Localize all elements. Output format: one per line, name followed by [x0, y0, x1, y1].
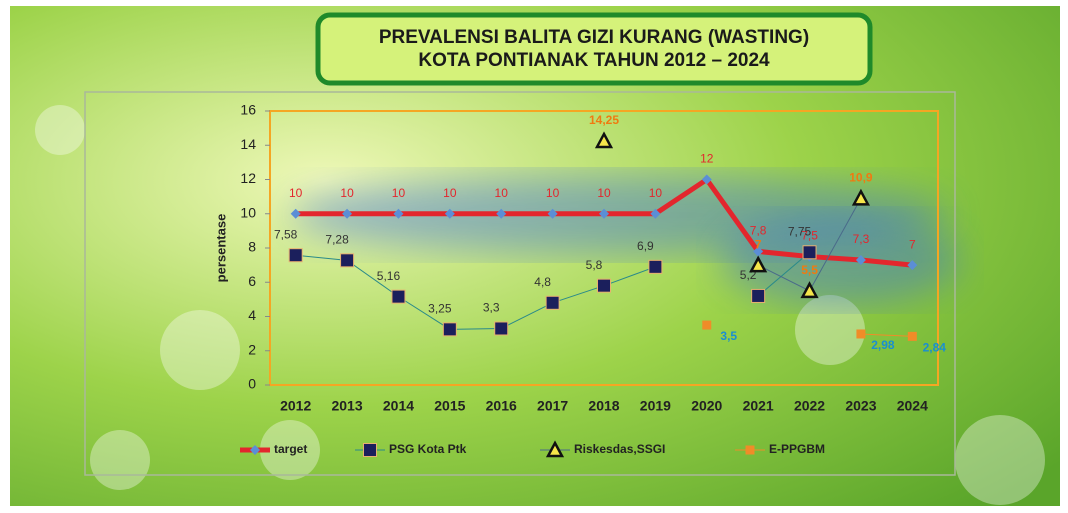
x-tick-label: 2024 [897, 398, 928, 414]
data-label: 7 [909, 237, 916, 251]
legend-label: Riskesdas,SSGI [574, 442, 665, 456]
point [803, 246, 816, 259]
x-tick-label: 2018 [588, 398, 619, 414]
data-label: 3,5 [720, 329, 737, 343]
point [289, 249, 302, 262]
y-tick-label: 12 [240, 170, 256, 186]
legend-label: PSG Kota Ptk [389, 442, 467, 456]
data-label: 10 [340, 186, 354, 200]
data-label: 5,16 [377, 269, 401, 283]
data-label: 7,28 [325, 233, 349, 247]
data-label: 4,8 [534, 275, 551, 289]
chart-title: KOTA PONTIANAK TAHUN 2012 – 2024 [418, 50, 770, 71]
point [702, 321, 711, 330]
data-label: 10 [392, 186, 406, 200]
data-label: 2,98 [871, 338, 895, 352]
point [856, 329, 865, 338]
data-label: 7,3 [853, 232, 870, 246]
data-label: 6,9 [637, 239, 654, 253]
legend-label: E-PPGBM [769, 442, 825, 456]
point [752, 289, 765, 302]
point [341, 254, 354, 267]
x-tick-label: 2015 [434, 398, 465, 414]
x-tick-label: 2012 [280, 398, 311, 414]
data-label: 12 [700, 152, 714, 166]
point [598, 279, 611, 292]
point [495, 322, 508, 335]
data-label: 3,25 [428, 302, 452, 316]
data-label: 14,25 [589, 113, 619, 127]
x-tick-label: 2022 [794, 398, 825, 414]
legend-marker [746, 446, 755, 455]
y-tick-label: 2 [248, 341, 256, 357]
data-label: 7,58 [274, 227, 298, 241]
x-tick-label: 2021 [743, 398, 774, 414]
x-tick-label: 2023 [845, 398, 876, 414]
y-tick-label: 10 [240, 204, 256, 220]
y-tick-label: 6 [248, 273, 256, 289]
data-label: 10 [649, 186, 663, 200]
data-label: 5,5 [801, 263, 818, 277]
x-tick-label: 2020 [691, 398, 722, 414]
data-label: 10,9 [849, 171, 873, 185]
data-label: 2,84 [923, 341, 947, 355]
point [392, 290, 405, 303]
data-label: 7 [755, 237, 762, 251]
x-tick-label: 2019 [640, 398, 671, 414]
legend-marker [364, 444, 377, 457]
x-tick-label: 2014 [383, 398, 414, 414]
data-label: 10 [443, 186, 457, 200]
y-tick-label: 4 [248, 307, 256, 323]
data-label: 7,8 [750, 224, 767, 238]
data-label: 10 [597, 186, 611, 200]
data-label: 5,8 [586, 258, 603, 272]
y-axis-label: persentase [213, 214, 228, 283]
chart-title: PREVALENSI BALITA GIZI KURANG (WASTING) [379, 27, 809, 48]
title-box [318, 15, 870, 83]
point [443, 323, 456, 336]
point [546, 296, 559, 309]
legend-label: target [274, 442, 307, 456]
data-label: 10 [546, 186, 560, 200]
y-tick-label: 14 [240, 136, 256, 152]
data-label: 3,3 [483, 301, 500, 315]
x-tick-label: 2017 [537, 398, 568, 414]
y-tick-label: 8 [248, 239, 256, 255]
chart: PREVALENSI BALITA GIZI KURANG (WASTING) … [0, 0, 1068, 513]
x-tick-label: 2013 [331, 398, 362, 414]
data-label: 10 [289, 186, 303, 200]
point [649, 260, 662, 273]
y-tick-label: 16 [240, 102, 256, 118]
y-tick-label: 0 [248, 376, 256, 392]
x-tick-label: 2016 [486, 398, 517, 414]
point [908, 332, 917, 341]
data-label: 10 [495, 186, 509, 200]
data-label: 7,75 [788, 224, 812, 238]
